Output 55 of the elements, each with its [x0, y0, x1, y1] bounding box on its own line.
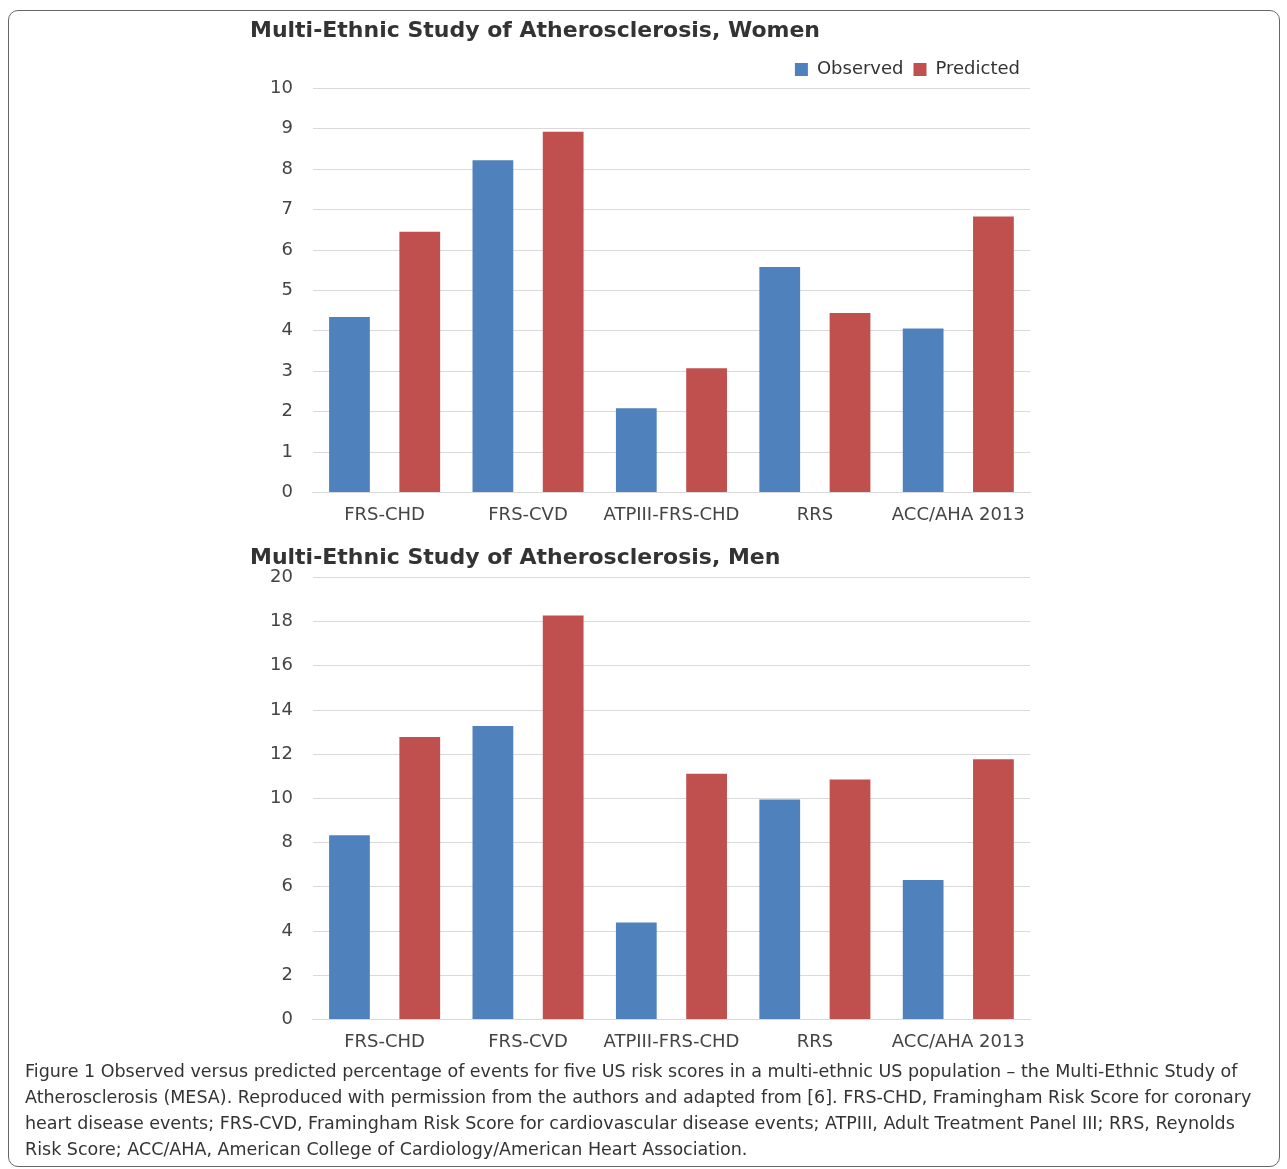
y-tick-label: 0	[281, 1007, 293, 1029]
bar	[542, 615, 584, 1019]
chart-title: Multi-Ethnic Study of Atherosclerosis, Women	[250, 16, 821, 42]
x-tick-label: RRS	[796, 502, 834, 524]
y-tick-label: 6	[281, 237, 293, 259]
x-tick-label: ATPIII-FRS-CHD	[603, 1029, 740, 1051]
y-tick-label: 9	[281, 116, 293, 138]
x-tick-label: FRS-CHD	[344, 502, 425, 524]
y-tick-label: 8	[281, 156, 293, 178]
y-tick-label: 18	[270, 609, 293, 631]
y-tick-label: 8	[281, 830, 293, 852]
bar	[973, 759, 1014, 1019]
y-tick-label: 14	[270, 697, 293, 719]
y-tick-label: 7	[281, 197, 293, 219]
y-tick-label: 0	[281, 480, 293, 502]
x-tick-label: FRS-CVD	[488, 1029, 568, 1051]
bar	[615, 922, 657, 1019]
bar	[542, 131, 584, 492]
bar	[829, 313, 871, 492]
y-tick-label: 4	[281, 318, 293, 340]
bar	[615, 408, 657, 492]
bar	[399, 736, 441, 1019]
x-tick-label: FRS-CHD	[344, 1029, 425, 1051]
bar	[973, 216, 1014, 492]
bar	[472, 160, 514, 492]
bar	[686, 368, 727, 492]
y-tick-label: 2	[281, 399, 293, 421]
caption: Figure 1 Observed versus predicted percentage of events for five US risk scores in a multi-ethnic US population – the Multi-Ethnic Study of Atherosclerosis (MESA). Reproduced with permission from the authors and adapted from [6]. FRS-CHD, Framingham Risk Score for coronary heart disease events; FRS-CVD, Framingham Risk Score for cardiovascular disease events; ATPIII, Adult Treatment Panel III; RRS, Reynolds Risk Score; ACC/AHA, American College of Cardiology/American Heart Association.	[25, 1060, 1253, 1161]
bar	[329, 835, 370, 1019]
bar	[759, 266, 801, 492]
y-tick-label: 6	[281, 874, 293, 896]
bar	[759, 799, 801, 1019]
x-tick-label: ATPIII-FRS-CHD	[603, 502, 740, 524]
y-tick-label: 12	[270, 741, 293, 763]
bar	[399, 231, 441, 492]
y-tick-label: 5	[281, 278, 293, 300]
bar	[686, 773, 727, 1019]
bar	[829, 779, 871, 1019]
x-tick-label: ACC/AHA 2013	[891, 502, 1025, 524]
legend-label: Predicted	[935, 57, 1020, 79]
x-tick-label: FRS-CVD	[488, 502, 568, 524]
y-tick-label: 10	[270, 76, 293, 98]
bar	[472, 725, 514, 1019]
bar	[902, 879, 944, 1019]
x-tick-label: ACC/AHA 2013	[891, 1029, 1025, 1051]
legend-label: Observed	[816, 57, 904, 79]
y-tick-label: 3	[281, 358, 293, 380]
y-tick-label: 1	[281, 439, 293, 461]
y-tick-label: 16	[270, 653, 293, 675]
y-tick-label: 4	[281, 918, 293, 940]
y-tick-label: 2	[281, 962, 293, 984]
y-tick-label: 10	[270, 786, 293, 808]
bar	[329, 317, 370, 492]
x-tick-label: RRS	[796, 1029, 834, 1051]
bar	[902, 328, 944, 492]
